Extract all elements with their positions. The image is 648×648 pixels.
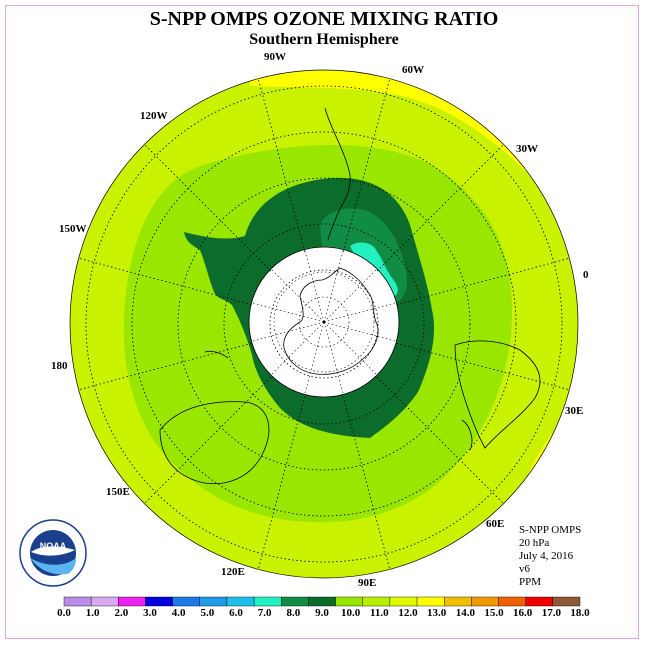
lon-label-180: 180 — [51, 360, 68, 372]
lon-label-150e: 150E — [106, 486, 130, 498]
meridian-line — [144, 376, 272, 504]
colorbar-tick-label: 6.0 — [229, 607, 243, 619]
pole-graticule — [251, 249, 397, 395]
pole-meridian-line — [251, 321, 325, 342]
pole-meridian-line — [304, 249, 325, 323]
pole-meridian-line — [323, 321, 378, 376]
graticule — [78, 78, 570, 570]
lon-label-30w: 30W — [516, 143, 538, 155]
madagascar-outline — [461, 419, 473, 451]
pole-meridian-line — [304, 321, 325, 395]
colorbar-tick-label: 0.0 — [57, 607, 71, 619]
lon-label-90w: 90W — [264, 51, 286, 63]
south-america-outline — [324, 107, 351, 241]
colorbar-tick-label: 1.0 — [85, 607, 100, 619]
colorbar-tick-label: 8.0 — [286, 607, 301, 619]
colorbar-tick-label: 13.0 — [427, 607, 447, 619]
colorbar-tick-label: 17.0 — [541, 607, 561, 619]
pole-meridian-line — [270, 268, 325, 323]
latitude-circle — [223, 223, 425, 425]
meridian-line — [343, 78, 391, 252]
info-version: v6 — [519, 563, 530, 575]
info-instrument: S-NPP OMPS — [519, 524, 582, 536]
meridian-line — [78, 257, 252, 305]
colorbar-tick-label: 2.0 — [114, 607, 129, 619]
colorbar-tick-label: 15.0 — [484, 607, 504, 619]
colorbar-tick-label: 11.0 — [370, 607, 389, 619]
pole-latitude-circle — [298, 296, 350, 348]
colorbar-tick-label: 10.0 — [341, 607, 361, 619]
pole-meridian-line — [251, 302, 325, 323]
lon-label-0: 0 — [583, 269, 589, 281]
meridian-line — [376, 144, 504, 272]
lon-label-60w: 60W — [402, 64, 424, 76]
colorbar-tick-label: 14.0 — [455, 607, 475, 619]
pole-meridian-line — [323, 302, 397, 323]
antarctica-outline — [283, 267, 379, 375]
info-date: July 4, 2016 — [519, 550, 574, 562]
figure-frame — [5, 5, 639, 639]
colorbar-tick-label: 12.0 — [398, 607, 418, 619]
meridian-line — [343, 396, 391, 570]
colorbar-tick-label: 7.0 — [257, 607, 272, 619]
colorbar-tick-label: 18.0 — [570, 607, 590, 619]
map-boundary — [69, 69, 579, 579]
colorbar-tick-label: 3.0 — [143, 607, 157, 619]
latitude-circle — [269, 269, 379, 379]
continent-outlines — [159, 107, 541, 485]
meridian-line — [257, 78, 305, 252]
colorbar-tick-label: 16.0 — [513, 607, 533, 619]
latitude-circle — [85, 85, 563, 563]
lon-label-120e: 120E — [221, 566, 245, 578]
lon-label-60e: 60E — [486, 518, 505, 530]
meridian-line — [144, 144, 272, 272]
pole-cap — [248, 246, 400, 398]
map-subtitle: Southern Hemisphere — [249, 31, 399, 48]
info-pressure: 20 hPa — [519, 537, 550, 549]
pole-meridian-line — [323, 249, 344, 323]
latitude-circle — [177, 177, 471, 471]
meridian-line — [257, 396, 305, 570]
meridian-line — [396, 257, 570, 305]
logo-text: NOAA — [40, 541, 67, 551]
pole-latitude-circle — [273, 271, 375, 373]
africa-outline — [454, 340, 541, 449]
pole-meridian-line — [323, 321, 344, 395]
meridian-line — [396, 343, 570, 391]
lon-label-120w: 120W — [140, 110, 168, 122]
colorbar-tick-label: 4.0 — [171, 607, 186, 619]
new-zealand-outline — [204, 350, 229, 359]
pole-meridian-line — [323, 268, 378, 323]
latitude-circle — [131, 131, 517, 517]
meridian-line — [376, 376, 504, 504]
product-info: S-NPP OMPS 20 hPa July 4, 2016 v6 PPM — [519, 524, 581, 589]
pole-meridian-line — [270, 321, 325, 376]
map-title: S-NPP OMPS OZONE MIXING RATIO — [149, 8, 499, 30]
pole-meridian-line — [323, 321, 397, 342]
australia-outline — [159, 401, 270, 485]
colorbar-tick-label: 5.0 — [200, 607, 215, 619]
info-units: PPM — [519, 576, 542, 588]
lon-label-150w: 150W — [59, 223, 87, 235]
meridian-line — [78, 343, 252, 391]
colorbar-tick-label: 9.0 — [315, 607, 329, 619]
noaa-logo-icon: NOAA — [19, 519, 87, 587]
lon-label-90e: 90E — [358, 577, 377, 589]
lon-label-30e: 30E — [565, 405, 584, 417]
